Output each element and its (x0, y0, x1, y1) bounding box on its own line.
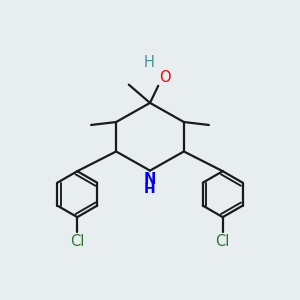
Text: H: H (144, 182, 156, 196)
Text: N: N (144, 172, 156, 187)
Text: Cl: Cl (215, 234, 230, 249)
Text: Cl: Cl (70, 234, 85, 249)
Text: H: H (143, 56, 154, 70)
Text: O: O (159, 70, 171, 85)
